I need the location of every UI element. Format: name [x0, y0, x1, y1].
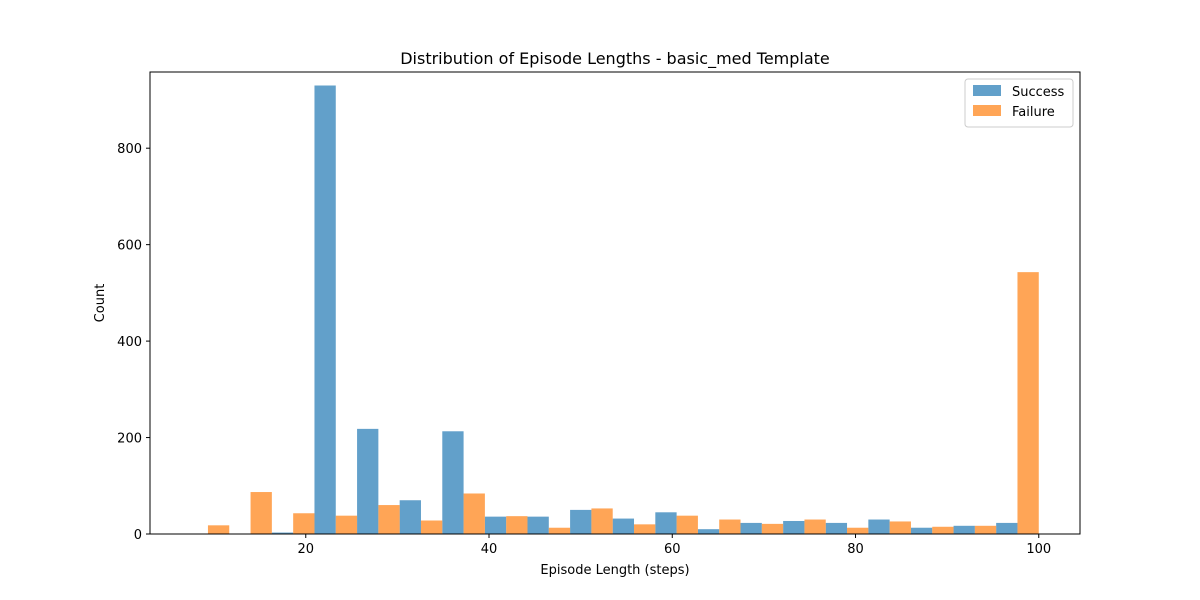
bar-success — [868, 519, 890, 534]
x-tick-label: 60 — [664, 542, 681, 557]
y-axis-label: Count — [93, 284, 108, 323]
bar-success — [442, 431, 464, 534]
legend-swatch-failure — [973, 105, 1001, 116]
bar-failure — [761, 523, 784, 534]
y-tick-label: 800 — [117, 142, 142, 157]
bar-failure — [719, 519, 741, 534]
bar-failure — [335, 515, 358, 534]
bar-success — [314, 85, 336, 534]
bar-success — [996, 522, 1018, 534]
bar-success — [953, 525, 975, 534]
x-tick-label: 20 — [297, 542, 314, 557]
bar-failure — [293, 513, 315, 534]
bar-failure — [378, 505, 400, 534]
bar-success — [697, 529, 720, 534]
bar-failure — [847, 527, 869, 534]
chart-title: Distribution of Episode Lengths - basic_… — [400, 49, 830, 69]
bar-success — [825, 522, 848, 534]
bar-failure — [1017, 272, 1039, 534]
plot-frame — [149, 71, 1081, 535]
x-axis-label: Episode Length (steps) — [540, 563, 689, 578]
x-tick-label: 100 — [1026, 542, 1051, 557]
bar-success — [783, 520, 805, 534]
bar-failure — [420, 520, 443, 534]
x-axis: 20 40 60 80 100 — [297, 534, 1051, 557]
bar-success — [399, 500, 421, 534]
bar-failure — [207, 525, 230, 534]
y-axis: 0 200 400 600 800 — [117, 142, 150, 543]
y-tick-label: 200 — [117, 432, 142, 447]
bar-failure — [676, 515, 698, 534]
bar-success — [484, 516, 507, 534]
bar-failure — [804, 519, 826, 534]
bar-failure — [250, 492, 272, 534]
bar-failure — [974, 525, 997, 534]
bar-success — [910, 527, 933, 534]
bar-success — [357, 428, 379, 534]
bar-success — [570, 509, 592, 534]
bar-failure — [463, 493, 485, 534]
legend-swatch-success — [973, 85, 1001, 96]
y-tick-label: 400 — [117, 335, 142, 350]
legend: Success Failure — [964, 78, 1074, 128]
x-tick-label: 80 — [847, 542, 864, 557]
bars-group — [207, 85, 1039, 534]
y-tick-label: 0 — [134, 528, 142, 543]
bar-success — [271, 532, 294, 534]
bar-failure — [889, 521, 911, 534]
bar-success — [655, 512, 677, 534]
bar-success — [740, 522, 762, 534]
bar-failure — [932, 526, 954, 534]
bar-failure — [591, 508, 613, 534]
bar-failure — [506, 516, 528, 534]
bar-success — [612, 518, 635, 534]
bar-failure — [548, 527, 571, 534]
bar-failure — [634, 524, 656, 534]
legend-label-failure: Failure — [1012, 105, 1055, 120]
bar-success — [527, 516, 549, 534]
x-tick-label: 40 — [481, 542, 498, 557]
legend-label-success: Success — [1012, 85, 1065, 100]
y-tick-label: 600 — [117, 239, 142, 254]
